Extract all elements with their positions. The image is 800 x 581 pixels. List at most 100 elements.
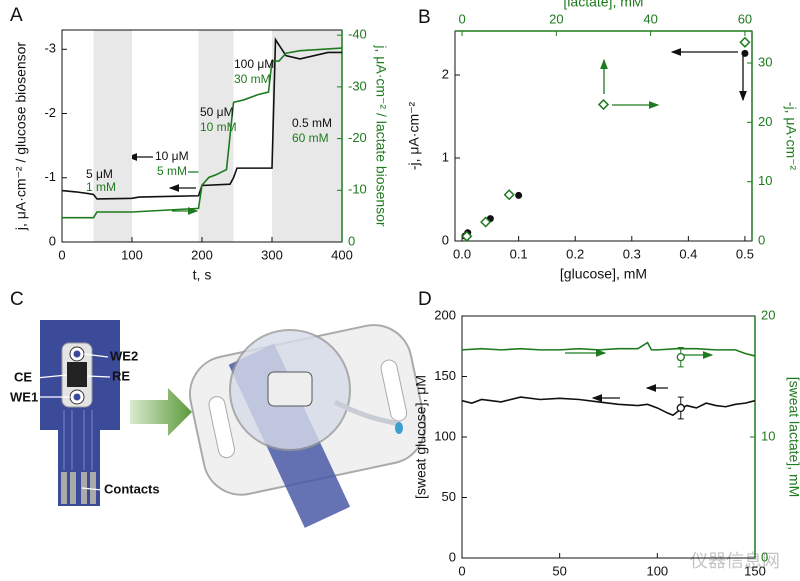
x-tick-label: 300 (261, 247, 283, 262)
sensor-diagram: C CE WE2 RE WE1 Contacts (10, 289, 427, 528)
electrode (73, 393, 81, 401)
y2-axis-label: j, μA·cm⁻² / lactate biosensor (373, 44, 389, 227)
data-point (461, 230, 473, 242)
y-tick-label: -2 (44, 105, 56, 120)
x2-tick-label: 40 (643, 11, 657, 26)
annotation: 5 mM (157, 164, 187, 178)
arrow (130, 388, 192, 436)
leader-lines (35, 353, 111, 491)
x2-tick-label: 0 (458, 11, 465, 26)
x-tick-label: 50 (552, 563, 566, 578)
data-point (676, 352, 685, 362)
y-tick-label: 50 (442, 489, 456, 504)
x-tick-label: 0.1 (510, 246, 528, 261)
data-point (480, 216, 492, 228)
x-tick-label: 0.4 (679, 246, 697, 261)
diagram-label: RE (112, 368, 130, 383)
annotation: 5 μM (86, 167, 113, 181)
panel-label: D (418, 289, 432, 310)
arrows (126, 48, 747, 402)
x-axis-label: [glucose], mM (560, 266, 647, 282)
y-axis-label: [sweat glucose], μM (413, 375, 429, 499)
annotation: 10 μM (155, 149, 189, 163)
y2-tick-label: 20 (761, 307, 775, 322)
diagram-label: CE (14, 369, 32, 384)
data-point (597, 98, 610, 111)
diagram-label: WE1 (10, 389, 38, 404)
window (267, 371, 313, 407)
y-tick-label: 2 (442, 66, 449, 81)
annotation: 100 μM (234, 57, 274, 71)
y-tick-label: 1 (442, 149, 449, 164)
diagram-label: Contacts (104, 481, 160, 496)
data-point (676, 403, 685, 413)
x-tick-label: 0 (58, 247, 65, 262)
y2-tick-label: 0 (758, 232, 765, 247)
y-tick-label: 100 (434, 428, 456, 443)
y2-tick-label: -40 (348, 27, 367, 42)
data-point (741, 49, 749, 57)
annotation: 50 μM (200, 105, 234, 119)
y2-tick-label: 20 (758, 114, 772, 129)
annotation: 10 mM (200, 120, 237, 134)
y2-axis-label: -j, μA·cm⁻² (783, 102, 799, 171)
panel-label: C (10, 289, 24, 310)
y2-tick-label: 0 (761, 549, 768, 564)
electrode (73, 350, 81, 358)
y-tick-label: 0 (49, 233, 56, 248)
x2-axis-label: [lactate], mM (563, 0, 643, 10)
x2-tick-label: 20 (549, 11, 563, 26)
x-tick-label: 400 (331, 247, 353, 262)
watermark: 仪器信息网 (690, 551, 780, 571)
annotation: 1 mM (86, 180, 116, 194)
y2-tick-label: -10 (348, 182, 367, 197)
data-line (461, 341, 756, 357)
y-tick-label: -1 (44, 169, 56, 184)
x-tick-label: 0.3 (623, 246, 641, 261)
plot-frame (461, 315, 756, 559)
y-tick-label: 0 (442, 232, 449, 247)
y2-tick-label: -20 (348, 130, 367, 145)
y2-tick-label: 0 (348, 233, 355, 248)
y2-tick-label: 30 (758, 54, 772, 69)
shaded-region (198, 30, 234, 242)
y-tick-label: 150 (434, 368, 456, 383)
shaded-region (272, 30, 342, 242)
x-tick-label: 100 (121, 247, 143, 262)
x-tick-label: 0.0 (453, 246, 471, 261)
annotation: 30 mM (234, 72, 271, 86)
x2-tick-label: 60 (738, 11, 752, 26)
y-tick-label: -3 (44, 41, 56, 56)
y-tick-label: 0 (449, 549, 456, 564)
y-tick-label: 200 (434, 307, 456, 322)
traces (63, 410, 93, 470)
x-tick-label: 0.5 (736, 246, 754, 261)
panel-label: A (10, 5, 23, 26)
data-line (62, 47, 343, 219)
y2-tick-label: -30 (348, 78, 367, 93)
y-axis-label: -j, μA·cm⁻² (406, 102, 422, 171)
annotation: 60 mM (292, 131, 329, 145)
x-tick-label: 0 (458, 563, 465, 578)
diagram-label: WE2 (110, 348, 138, 363)
x-axis-label: t, s (193, 267, 212, 283)
data-point (739, 36, 751, 48)
y-axis-label: j, μA·cm⁻² / glucose biosensor (13, 42, 29, 232)
electrode (67, 362, 87, 387)
y2-axis-label: [sweat lactate], mM (786, 377, 800, 498)
drop (395, 422, 403, 434)
x-tick-label: 150 (744, 563, 766, 578)
y2-tick-label: 10 (761, 428, 775, 443)
x-tick-label: 200 (191, 247, 213, 262)
tube (333, 399, 399, 427)
data-point (515, 191, 523, 199)
shaded-region (93, 30, 132, 242)
y2-tick-label: 10 (758, 173, 772, 188)
x-tick-label: 0.2 (566, 246, 584, 261)
annotation: 0.5 mM (292, 116, 332, 130)
panel-label: B (418, 7, 431, 28)
data-point (503, 189, 515, 201)
data-line (461, 396, 756, 417)
